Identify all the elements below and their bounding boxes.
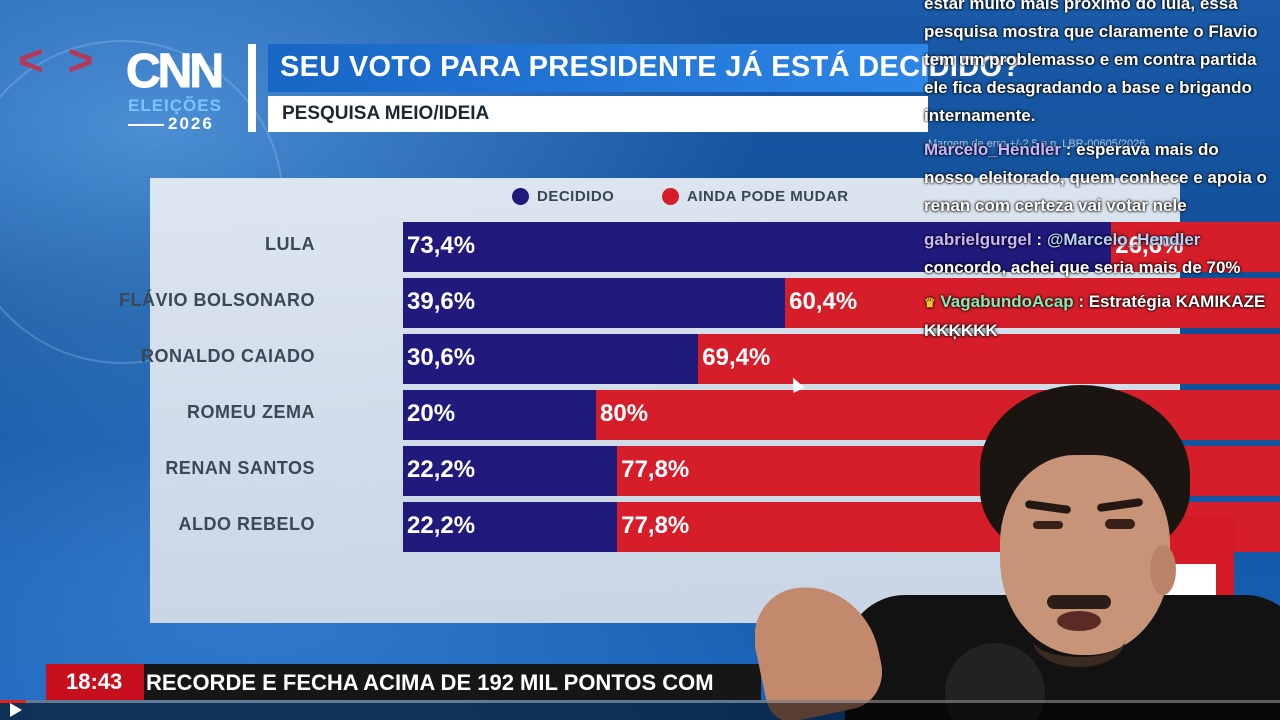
chat-overlay: estar muito mais próximo do lula, essa p… — [924, 0, 1269, 351]
bar-decidido: 20% — [403, 390, 596, 440]
data-label-decidido: 22,2% — [407, 456, 476, 483]
chart-row: LULA 73,4% 26,6% — [0, 222, 1280, 272]
streamer-webcam — [755, 385, 1280, 720]
logo-brand: CNN — [126, 45, 225, 99]
candidate-label: RENAN SANTOS — [165, 458, 315, 478]
data-label-decidido: 30,6% — [407, 344, 476, 371]
logo-eleicoes: ELEIÇÕES — [128, 96, 222, 115]
chat-text: : Estratégia KAMIKAZE KKĶKKK — [924, 292, 1266, 340]
legend-label-pode-mudar: AINDA PODE MUDAR — [687, 188, 849, 205]
headline: SEU VOTO PARA PRESIDENTE JÁ ESTÁ DECIDID… — [280, 51, 1021, 83]
webcam-eye-right — [1105, 519, 1135, 529]
webcam-moustache — [1047, 595, 1111, 609]
data-label-ainda-pode-mudar: 26,6% — [1115, 232, 1184, 259]
data-label-ainda-pode-mudar: 77,8% — [621, 512, 690, 539]
bar-ainda-pode-mudar: 60,4% — [785, 278, 1280, 328]
chat-text: estar muito mais próximo do lula, essa p… — [924, 0, 1258, 125]
bar-ainda-pode-mudar: 26,6% — [1111, 222, 1280, 272]
candidate-label: FLÁVIO BOLSONARO — [119, 290, 315, 310]
legend-item-decidido: DECIDIDO — [512, 188, 614, 205]
chat-username[interactable]: VagabundoAcap — [940, 292, 1074, 311]
ticker-time-box: 18:43 — [46, 664, 144, 700]
bar-decidido: 22,2% — [403, 446, 618, 496]
chat-message: estar muito mais próximo do lula, essa p… — [924, 0, 1269, 130]
data-label-decidido: 39,6% — [407, 288, 476, 315]
candidate-label: LULA — [265, 234, 315, 254]
data-label-ainda-pode-mudar: 60,4% — [789, 288, 858, 315]
bar-decidido: 73,4% — [403, 222, 1112, 272]
chat-text: concordo, achei que seria mais de 70% — [924, 258, 1241, 277]
logo-year: 2026 — [168, 114, 214, 133]
candidate-label: ALDO REBELO — [178, 514, 315, 534]
margin-of-error-note: Margem de erro +/-2,5 p.p. LBR-00605/202… — [928, 138, 1146, 150]
webcam-eye-left — [1033, 521, 1063, 529]
chat-message: Marcelo_Hendler : esperava mais do nosso… — [924, 136, 1269, 220]
data-label-ainda-pode-mudar: 80% — [600, 400, 649, 427]
data-label-decidido: 22,2% — [407, 512, 476, 539]
progress-track[interactable] — [0, 700, 1280, 703]
data-label-ainda-pode-mudar: 69,4% — [702, 344, 771, 371]
bar-decidido: 39,6% — [403, 278, 786, 328]
video-player-controls — [0, 700, 1280, 720]
chat-username[interactable]: Marcelo_Hendler — [924, 140, 1061, 159]
legend-dot-icon — [662, 188, 679, 205]
chat-text: : esperava mais do nosso eleitorado, que… — [924, 140, 1267, 215]
chart-row: RONALDO CAIADO 30,6% 69,4% — [0, 334, 1280, 384]
logo-year-line — [128, 124, 164, 126]
legend-dot-icon — [512, 188, 529, 205]
chat-message: ♛ VagabundoAcap : Estratégia KAMIKAZE KK… — [924, 288, 1269, 345]
data-label-ainda-pode-mudar: 77,8% — [621, 456, 690, 483]
background-arrows-decoration: < > — [18, 36, 100, 85]
candidate-label: RONALDO CAIADO — [141, 346, 315, 366]
candidate-label: ROMEU ZEMA — [187, 402, 315, 422]
ticker-time: 18:43 — [66, 669, 123, 694]
cnn-eleicoes-logo: CNN ELEIÇÕES 2026 — [126, 44, 238, 134]
play-icon[interactable] — [10, 703, 22, 717]
ticker-headline: RECORDE E FECHA ACIMA DE 192 MIL PONTOS … — [146, 670, 714, 695]
subheadline-bar: PESQUISA MEIO/IDEIA — [268, 96, 928, 132]
news-ticker: 18:43 RECORDE E FECHA ACIMA DE 192 MIL P… — [46, 664, 761, 700]
legend-label-decidido: DECIDIDO — [537, 188, 615, 205]
webcam-arm — [755, 573, 890, 720]
subheadline: PESQUISA MEIO/IDEIA — [282, 103, 490, 124]
chat-username[interactable]: gabrielgurgel — [924, 230, 1032, 249]
legend-item-pode-mudar: AINDA PODE MUDAR — [662, 188, 849, 205]
data-label-decidido: 20% — [407, 400, 456, 427]
bar-ainda-pode-mudar: 69,4% — [698, 334, 1280, 384]
crown-icon: ♛ — [924, 295, 936, 310]
data-label-decidido: 73,4% — [407, 232, 476, 259]
progress-fill — [0, 700, 26, 703]
webcam-beard — [1033, 613, 1125, 667]
chat-mention[interactable]: @Marcelo_Hendler — [1046, 230, 1201, 249]
chart-row: FLÁVIO BOLSONARO 39,6% 60,4% — [0, 278, 1280, 328]
bar-decidido: 30,6% — [403, 334, 699, 384]
header-divider — [248, 44, 256, 132]
headline-bar: SEU VOTO PARA PRESIDENTE JÁ ESTÁ DECIDID… — [268, 44, 1020, 92]
webcam-ear — [1150, 545, 1176, 595]
bar-decidido: 22,2% — [403, 502, 618, 552]
chat-message: gabrielgurgel : @Marcelo_Hendler concord… — [924, 230, 1241, 277]
